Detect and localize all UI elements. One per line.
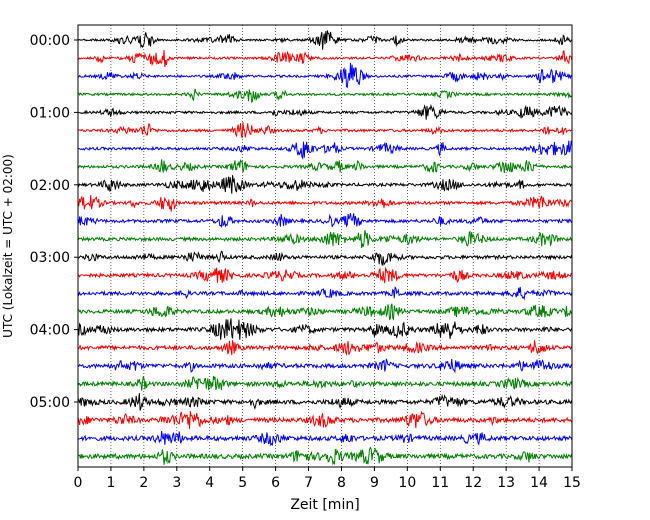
x-tick-label: 2 xyxy=(139,475,148,491)
x-tick-label: 3 xyxy=(172,475,181,491)
trace-0315 xyxy=(77,266,573,284)
plot-area xyxy=(78,25,572,467)
x-tick-label: 10 xyxy=(398,475,416,491)
x-tick-label: 11 xyxy=(431,475,449,491)
x-tick-label: 9 xyxy=(370,475,379,491)
trace-0000 xyxy=(77,30,573,50)
trace-0345 xyxy=(77,303,573,321)
x-tick-label: 0 xyxy=(74,475,83,491)
seismic-traces xyxy=(77,30,573,466)
trace-0230 xyxy=(77,213,573,229)
trace-0330 xyxy=(77,286,573,301)
x-tick-label: 1 xyxy=(106,475,115,491)
trace-0530 xyxy=(77,431,573,447)
x-tick-label: 8 xyxy=(337,475,346,491)
x-tick-label: 15 xyxy=(563,475,581,491)
trace-0145 xyxy=(77,159,573,174)
trace-0130 xyxy=(77,140,573,160)
x-axis-ticks: 0 1 2 3 4 5 6 7 8 9 10 11 12 13 14 15 xyxy=(74,467,581,491)
y-tick-label: 02:00 xyxy=(30,178,70,194)
y-tick-label: 04:00 xyxy=(30,323,70,339)
x-tick-label: 4 xyxy=(205,475,214,491)
trace-0030 xyxy=(77,62,573,89)
plot-frame xyxy=(77,24,573,468)
trace-0200 xyxy=(77,175,573,194)
y-axis-label: UTC (Lokalzeit = UTC + 02:00) xyxy=(1,154,15,338)
x-axis-label: Zeit [min] xyxy=(290,497,359,513)
trace-0215 xyxy=(77,195,573,212)
y-axis-ticks: 00:00 01:00 02:00 03:00 04:00 05:00 xyxy=(30,33,78,411)
trace-0430 xyxy=(77,358,573,374)
x-tick-label: 5 xyxy=(238,475,247,491)
y-tick-label: 03:00 xyxy=(30,250,70,266)
trace-0545 xyxy=(77,446,573,466)
x-tick-label: 12 xyxy=(464,475,482,491)
trace-0100 xyxy=(77,103,573,120)
x-tick-label: 13 xyxy=(497,475,515,491)
x-tick-label: 7 xyxy=(304,475,313,491)
trace-0015 xyxy=(77,49,573,68)
trace-0445 xyxy=(77,375,573,391)
y-tick-label: 00:00 xyxy=(30,33,70,49)
trace-0500 xyxy=(77,393,573,411)
y-tick-label: 05:00 xyxy=(30,395,70,411)
trace-0245 xyxy=(77,230,573,249)
trace-0515 xyxy=(77,410,573,429)
trace-0400 xyxy=(77,318,573,340)
trace-0045 xyxy=(77,88,573,104)
trace-0300 xyxy=(77,250,573,266)
y-tick-label: 01:00 xyxy=(30,105,70,121)
trace-0115 xyxy=(77,122,573,139)
trace-0415 xyxy=(77,340,573,357)
x-tick-label: 14 xyxy=(530,475,548,491)
x-tick-label: 6 xyxy=(271,475,280,491)
